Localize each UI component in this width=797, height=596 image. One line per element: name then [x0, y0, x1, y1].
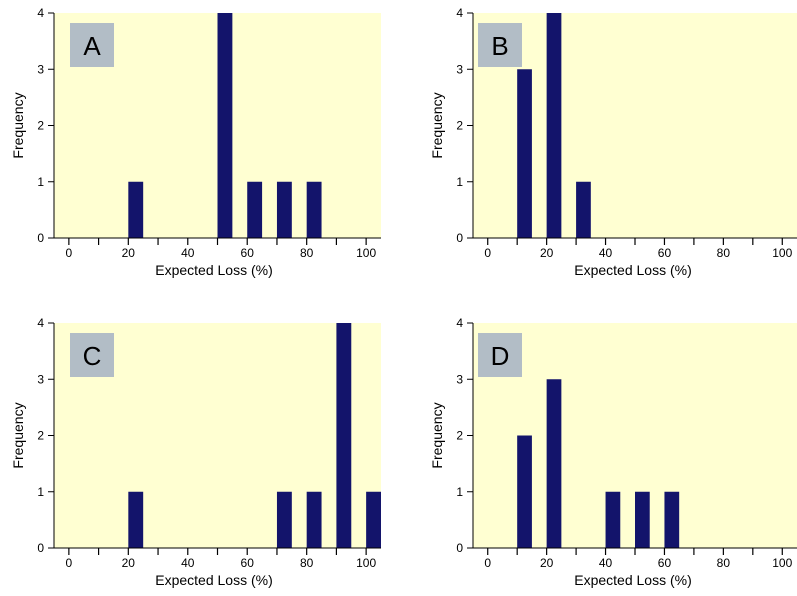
y-tick-label-c-0: 0	[37, 541, 44, 555]
x-tick-label-b-20: 20	[540, 246, 554, 260]
x-tick-label-a-0: 0	[66, 246, 73, 260]
panel-label-box-c	[70, 333, 114, 377]
bar-d-2	[546, 379, 562, 548]
x-tick-label-c-20: 20	[122, 556, 136, 570]
bar-d-4	[635, 491, 650, 548]
y-tick-label-a-2: 2	[37, 119, 44, 133]
y-axis-title-b: Frequency	[429, 92, 445, 158]
x-axis-title-a: Expected Loss (%)	[155, 262, 273, 278]
bar-d-3	[605, 491, 621, 548]
x-tick-label-b-60: 60	[658, 246, 672, 260]
y-tick-label-c-3: 3	[37, 372, 44, 386]
x-tick-label-a-20: 20	[122, 246, 136, 260]
x-tick-label-c-80: 80	[300, 556, 314, 570]
y-tick-label-a-3: 3	[37, 62, 44, 76]
y-tick-label-d-1: 1	[456, 485, 463, 499]
panel-label-box-d	[478, 333, 522, 377]
y-axis-title-d: Frequency	[429, 402, 445, 468]
panel-label-box-a	[70, 23, 114, 67]
x-tick-label-c-40: 40	[181, 556, 195, 570]
y-tick-label-b-4: 4	[456, 6, 463, 20]
bar-b-3	[576, 181, 591, 238]
panel-label-c: C	[83, 341, 102, 371]
x-tick-label-b-80: 80	[717, 246, 731, 260]
x-tick-label-d-60: 60	[658, 556, 672, 570]
bar-a-4	[276, 181, 292, 238]
bar-a-2	[217, 13, 233, 238]
x-axis-title-c: Expected Loss (%)	[155, 572, 273, 588]
x-tick-label-b-100: 100	[772, 246, 792, 260]
bar-c-3	[306, 491, 322, 548]
x-tick-label-c-60: 60	[241, 556, 255, 570]
y-tick-label-b-2: 2	[456, 119, 463, 133]
y-tick-label-d-2: 2	[456, 429, 463, 443]
x-tick-label-d-80: 80	[717, 556, 731, 570]
bar-a-1	[128, 181, 144, 238]
panel-label-a: A	[83, 31, 101, 61]
x-tick-label-d-40: 40	[599, 556, 613, 570]
bar-a-5	[306, 181, 322, 238]
x-tick-label-c-100: 100	[356, 556, 376, 570]
y-tick-label-b-1: 1	[456, 175, 463, 189]
bar-c-1	[128, 491, 144, 548]
bar-c-5	[366, 491, 381, 548]
panel-label-d: D	[491, 341, 510, 371]
x-tick-label-d-100: 100	[772, 556, 792, 570]
bar-a-3	[247, 181, 263, 238]
y-tick-label-d-0: 0	[456, 541, 463, 555]
y-tick-label-b-3: 3	[456, 62, 463, 76]
y-tick-label-c-1: 1	[37, 485, 44, 499]
bar-c-2	[276, 491, 292, 548]
y-tick-label-a-4: 4	[37, 6, 44, 20]
x-tick-label-a-40: 40	[181, 246, 195, 260]
x-axis-title-d: Expected Loss (%)	[574, 572, 692, 588]
y-tick-label-a-0: 0	[37, 231, 44, 245]
y-tick-label-b-0: 0	[456, 231, 463, 245]
bar-d-5	[664, 491, 680, 548]
y-axis-title-a: Frequency	[10, 92, 26, 158]
x-tick-label-a-100: 100	[356, 246, 376, 260]
y-tick-label-c-4: 4	[37, 316, 44, 330]
panel-label-box-b	[478, 23, 522, 67]
x-tick-label-b-40: 40	[599, 246, 613, 260]
x-tick-label-b-0: 0	[484, 246, 491, 260]
panel-label-b: B	[491, 31, 508, 61]
x-axis-title-b: Expected Loss (%)	[574, 262, 692, 278]
x-tick-label-a-80: 80	[300, 246, 314, 260]
y-axis-title-c: Frequency	[10, 402, 26, 468]
x-tick-label-d-0: 0	[484, 556, 491, 570]
x-tick-label-a-60: 60	[241, 246, 255, 260]
bar-b-2	[546, 13, 562, 238]
x-tick-label-d-20: 20	[540, 556, 554, 570]
bar-d-1	[517, 435, 532, 548]
bar-c-4	[336, 323, 352, 548]
y-tick-label-c-2: 2	[37, 429, 44, 443]
x-tick-label-c-0: 0	[66, 556, 73, 570]
bar-b-1	[517, 69, 532, 238]
y-tick-label-d-4: 4	[456, 316, 463, 330]
y-tick-label-d-3: 3	[456, 372, 463, 386]
y-tick-label-a-1: 1	[37, 175, 44, 189]
